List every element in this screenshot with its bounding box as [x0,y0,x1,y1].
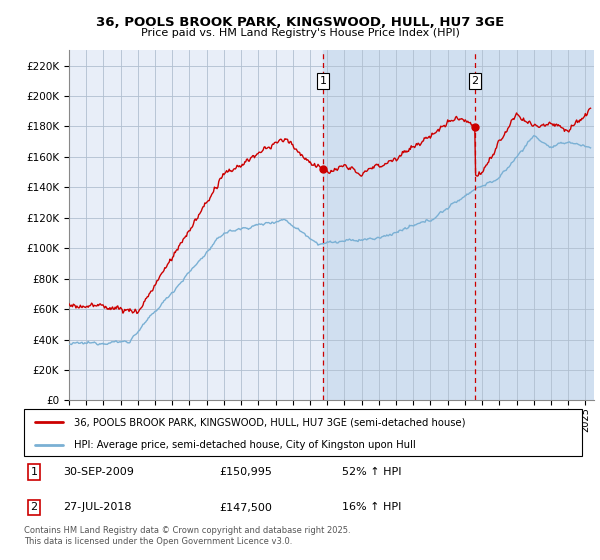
Text: 27-JUL-2018: 27-JUL-2018 [63,502,131,512]
Text: 30-SEP-2009: 30-SEP-2009 [63,467,134,477]
Text: 36, POOLS BROOK PARK, KINGSWOOD, HULL, HU7 3GE (semi-detached house): 36, POOLS BROOK PARK, KINGSWOOD, HULL, H… [74,417,466,427]
Text: HPI: Average price, semi-detached house, City of Kingston upon Hull: HPI: Average price, semi-detached house,… [74,440,416,450]
Text: 16% ↑ HPI: 16% ↑ HPI [342,502,401,512]
Text: £147,500: £147,500 [220,502,272,512]
FancyBboxPatch shape [24,409,582,456]
Text: 2: 2 [31,502,38,512]
Text: £150,995: £150,995 [220,467,272,477]
Text: 36, POOLS BROOK PARK, KINGSWOOD, HULL, HU7 3GE: 36, POOLS BROOK PARK, KINGSWOOD, HULL, H… [96,16,504,29]
Text: 1: 1 [31,467,38,477]
Text: Price paid vs. HM Land Registry's House Price Index (HPI): Price paid vs. HM Land Registry's House … [140,28,460,38]
Text: 1: 1 [319,76,326,86]
Text: 52% ↑ HPI: 52% ↑ HPI [342,467,401,477]
Text: 2: 2 [472,76,478,86]
Text: Contains HM Land Registry data © Crown copyright and database right 2025.
This d: Contains HM Land Registry data © Crown c… [24,526,350,546]
Bar [323,50,600,400]
